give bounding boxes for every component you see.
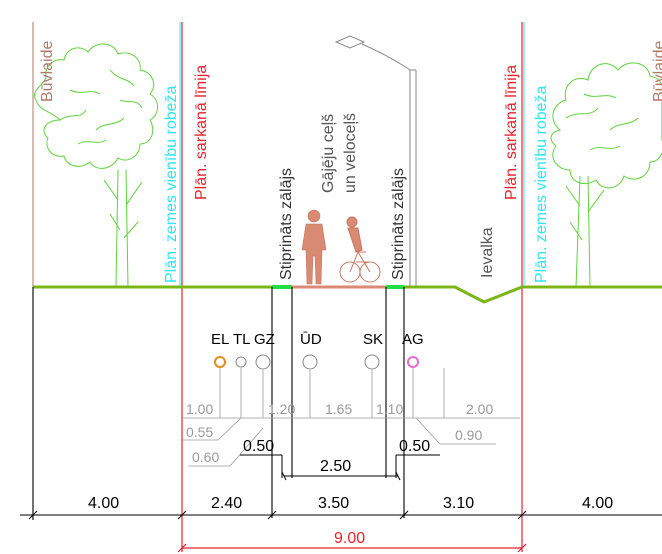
label-ditch: Ievalka — [479, 227, 496, 278]
offset-200: 2.00 — [466, 401, 493, 417]
dim-green-right: 3.10 — [443, 495, 474, 512]
total-dimension: 9.00 — [177, 530, 527, 553]
utility-gz-label: GZ — [254, 331, 275, 348]
structure-lines — [32, 287, 405, 520]
street-lamp-icon — [334, 35, 417, 287]
cyclist-icon — [339, 216, 381, 283]
offset-100: 1.00 — [186, 401, 213, 417]
utility-sk-label: SK — [363, 331, 383, 348]
ground-line — [33, 285, 662, 304]
pedestrian-icon — [301, 209, 327, 285]
offset-120: 1.20 — [268, 401, 295, 417]
dim-050-left: 0.50 — [243, 438, 274, 455]
utility-sk-icon — [364, 354, 380, 370]
offset-165: 1.65 — [325, 401, 352, 417]
utility-tl-label: TL — [233, 331, 251, 348]
offset-110: 1.10 — [376, 401, 403, 417]
dim-right-zone: 4.00 — [582, 495, 613, 512]
offset-090: 0.90 — [455, 427, 482, 443]
label-land-boundary-left: Plān. zemes vienību robeža — [163, 85, 180, 283]
utility-ud-label: ŪD — [300, 331, 322, 348]
label-red-line-right: Plān. sarkanā līnija — [503, 65, 520, 200]
utility-tl-icon — [235, 356, 247, 368]
utility-ud-icon — [302, 354, 318, 370]
lower-dimension-lines — [20, 454, 662, 516]
label-red-line-left: Plān. sarkanā līnija — [193, 65, 210, 200]
offset-leaders — [182, 368, 520, 467]
dim-left-zone: 4.00 — [88, 495, 119, 512]
dim-middle: 3.50 — [318, 495, 349, 512]
utility-markers: EL TL GZ ŪD SK AG — [211, 331, 424, 370]
label-lawn-right: Stiprināts zālājs — [390, 168, 407, 280]
label-building-line-right: Būvlaide — [651, 41, 662, 102]
lower-dimension-values: 0.50 0.50 2.50 4.00 2.40 3.50 3.10 4.00 — [88, 438, 613, 512]
dim-250: 2.50 — [320, 458, 351, 475]
offset-values: 1.00 0.55 0.60 1.20 1.65 1.10 2.00 0.90 — [186, 401, 493, 465]
dim-050-right: 0.50 — [399, 438, 430, 455]
offset-055: 0.55 — [186, 424, 213, 440]
offset-060: 0.60 — [192, 449, 219, 465]
dimension-ticks — [28, 510, 527, 520]
utility-ag-icon — [407, 356, 419, 368]
label-building-line-left: Būvlaide — [39, 41, 56, 102]
label-lawn-left: Stiprināts zālājs — [278, 168, 295, 280]
utility-el-icon — [214, 356, 226, 368]
tree-left-icon — [33, 43, 158, 288]
label-path-line1: Gājēju ceļš — [320, 114, 337, 193]
label-path-line2: un veloceļš — [342, 113, 359, 193]
label-land-boundary-right: Plān. zemes vienību robeža — [533, 85, 550, 283]
utility-gz-icon — [255, 354, 271, 370]
utility-el-label: EL — [211, 331, 229, 348]
tree-right-icon — [550, 62, 662, 288]
dim-total: 9.00 — [334, 530, 365, 547]
utility-ag-label: AG — [402, 331, 424, 348]
dim-green-left: 2.40 — [211, 495, 242, 512]
